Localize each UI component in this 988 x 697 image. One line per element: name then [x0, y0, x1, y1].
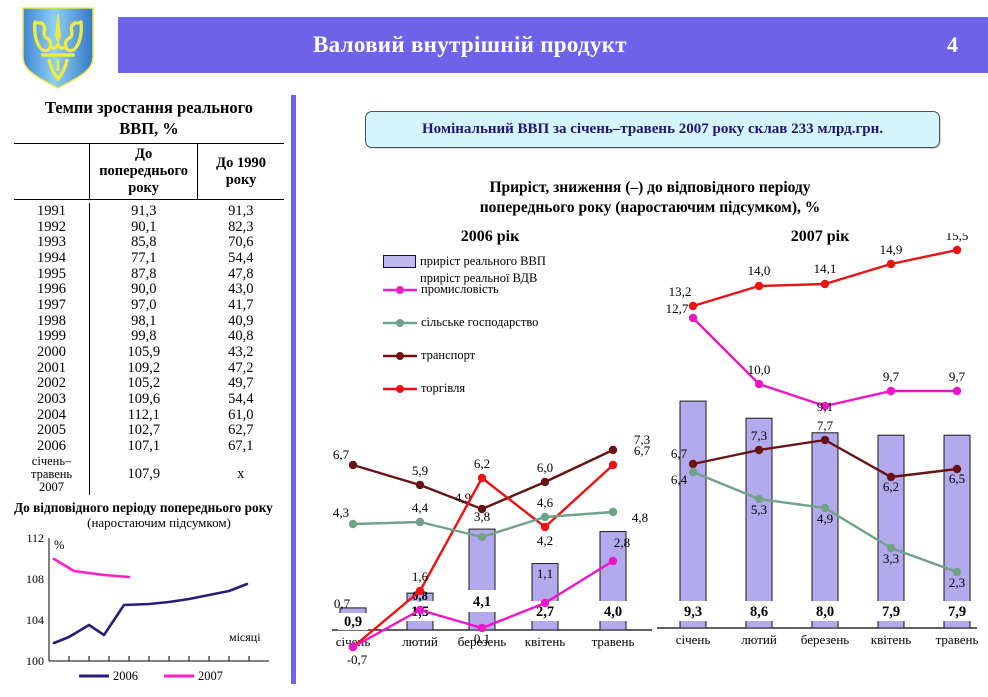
svg-text:108: 108	[26, 572, 44, 586]
svg-text:0,1: 0,1	[474, 631, 490, 646]
svg-text:6,7: 6,7	[333, 447, 350, 462]
svg-text:14,0: 14,0	[748, 263, 771, 278]
svg-text:7,9: 7,9	[882, 604, 900, 620]
svg-text:3,3: 3,3	[883, 551, 899, 566]
svg-text:4,3: 4,3	[333, 505, 349, 520]
svg-text:травень: травень	[936, 632, 979, 647]
svg-text:104: 104	[26, 613, 44, 627]
svg-text:12,7: 12,7	[666, 301, 689, 316]
svg-text:1,6: 1,6	[412, 569, 429, 584]
svg-text:8,6: 8,6	[750, 604, 768, 620]
svg-text:0,7: 0,7	[334, 596, 351, 611]
svg-text:14,1: 14,1	[814, 261, 837, 276]
svg-text:4,6: 4,6	[537, 495, 554, 510]
svg-text:травень: травень	[592, 634, 635, 649]
svg-text:5,9: 5,9	[412, 463, 428, 478]
svg-text:14,9: 14,9	[880, 242, 903, 257]
svg-text:4,2: 4,2	[537, 533, 553, 548]
svg-text:4,9: 4,9	[817, 511, 833, 526]
svg-text:%: %	[54, 538, 64, 552]
svg-text:6,7: 6,7	[671, 446, 688, 461]
svg-text:4,4: 4,4	[412, 500, 429, 515]
svg-text:2,8: 2,8	[614, 535, 630, 550]
svg-text:квітень: квітень	[871, 632, 911, 647]
svg-text:березень: березень	[801, 632, 850, 647]
svg-text:2006: 2006	[113, 669, 138, 681]
svg-text:15,5: 15,5	[946, 233, 969, 243]
svg-text:4,8: 4,8	[632, 510, 648, 525]
svg-text:січень: січень	[676, 632, 711, 647]
svg-text:лютий: лютий	[741, 632, 777, 647]
svg-text:7,9: 7,9	[948, 604, 966, 620]
svg-text:1,1: 1,1	[537, 566, 553, 581]
svg-text:9,7: 9,7	[949, 369, 966, 384]
svg-text:7,7: 7,7	[817, 418, 834, 433]
svg-text:4,0: 4,0	[604, 604, 622, 620]
svg-text:місяці: місяці	[229, 630, 261, 644]
svg-text:5,3: 5,3	[751, 502, 767, 517]
svg-text:13,2: 13,2	[669, 284, 692, 299]
svg-text:9,3: 9,3	[684, 604, 702, 620]
svg-text:9,7: 9,7	[883, 369, 900, 384]
svg-text:6,7: 6,7	[634, 443, 651, 458]
svg-text:квітень: квітень	[525, 634, 565, 649]
svg-text:-0,7: -0,7	[347, 652, 368, 667]
svg-text:6,5: 6,5	[949, 471, 965, 486]
svg-text:3,8: 3,8	[474, 509, 490, 524]
svg-text:6,0: 6,0	[537, 460, 553, 475]
svg-text:2007: 2007	[198, 669, 223, 681]
svg-text:6,4: 6,4	[671, 472, 688, 487]
svg-text:лютий: лютий	[402, 634, 438, 649]
svg-text:6,2: 6,2	[474, 456, 490, 471]
svg-text:100: 100	[26, 654, 44, 668]
svg-text:112: 112	[26, 533, 44, 545]
svg-text:10,0: 10,0	[748, 362, 771, 377]
svg-text:7,3: 7,3	[751, 428, 767, 443]
svg-text:9,1: 9,1	[817, 399, 833, 414]
svg-text:2,3: 2,3	[949, 575, 965, 590]
svg-text:8,0: 8,0	[816, 604, 834, 620]
svg-text:4,1: 4,1	[473, 594, 491, 610]
svg-text:6,2: 6,2	[883, 479, 899, 494]
svg-text:0,9: 0,9	[344, 614, 362, 630]
